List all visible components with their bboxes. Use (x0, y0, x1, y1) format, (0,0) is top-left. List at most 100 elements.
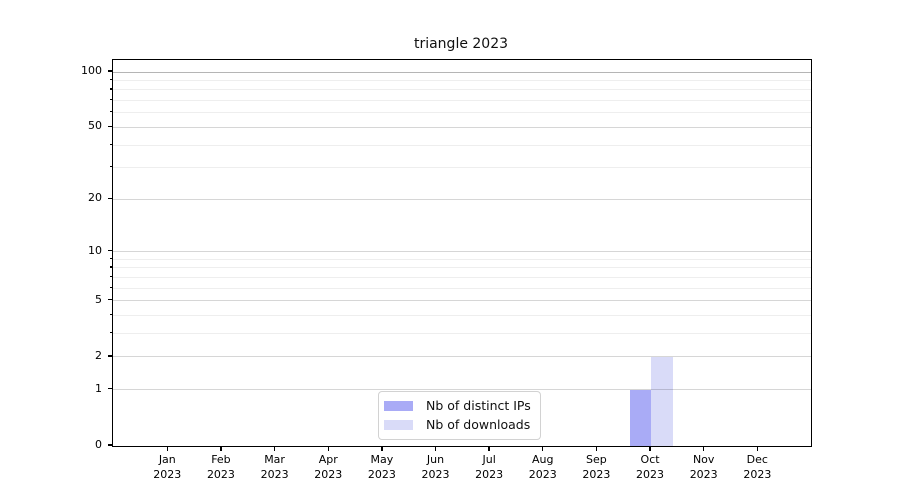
y-tick-mark (108, 355, 112, 357)
x-tick-year: 2023 (153, 468, 182, 481)
y-tick-mark (108, 444, 112, 446)
y-tick-label: 10 (88, 243, 102, 257)
gridline-major (113, 356, 811, 358)
legend-label-downloads: Nb of downloads (426, 417, 531, 432)
y-minor-tick-mark (109, 78, 112, 81)
x-tick-mark (488, 446, 490, 451)
y-tick-mark (108, 125, 112, 128)
gridline-minor (113, 333, 811, 335)
x-tick-label-sep: Sep 2023 (564, 452, 628, 482)
x-tick-mark (381, 446, 383, 451)
x-tick-month: Mar (264, 453, 285, 466)
x-tick-label-mar: Mar 2023 (243, 452, 307, 482)
x-tick-mark (756, 446, 758, 451)
gridline-minor (113, 258, 811, 260)
x-tick-year: 2023 (689, 468, 718, 481)
x-tick-month: May (370, 453, 394, 466)
plot-area: Nb of distinct IPs Nb of downloads (112, 59, 812, 447)
x-tick-label-jul: Jul 2023 (457, 452, 521, 482)
x-tick-mark (703, 446, 705, 451)
gridline-minor (113, 267, 811, 269)
legend-swatch-distinct-ips-icon (384, 400, 413, 411)
x-tick-label-jan: Jan 2023 (135, 452, 199, 482)
gridline-minor (113, 100, 811, 102)
x-tick-year: 2023 (743, 468, 772, 481)
x-tick-label-nov: Nov 2023 (672, 452, 736, 482)
x-tick-mark (649, 446, 651, 451)
y-tick-label: 100 (81, 64, 102, 78)
y-minor-tick-mark (109, 286, 112, 288)
x-tick-month: Jul (482, 453, 496, 466)
y-tick-label: 20 (88, 191, 102, 205)
y-minor-tick-mark (109, 99, 112, 101)
gridline-minor (113, 112, 811, 114)
x-tick-mark (220, 446, 222, 451)
y-minor-tick-mark (109, 275, 112, 278)
y-tick-mark (108, 299, 112, 301)
gridline-minor (113, 80, 811, 81)
x-tick-year: 2023 (582, 468, 611, 481)
x-tick-mark (434, 446, 437, 451)
gridline-major (113, 126, 811, 128)
x-tick-month: Jan (158, 453, 176, 466)
gridline-minor (113, 144, 811, 146)
x-tick-month: Sep (586, 453, 607, 466)
gridline-major (113, 198, 811, 200)
x-tick-month: Oct (640, 453, 660, 466)
x-tick-month: Aug (532, 453, 554, 466)
gridline-minor (113, 315, 811, 317)
x-tick-month: Dec (746, 453, 768, 466)
y-minor-tick-mark (109, 332, 112, 334)
x-tick-label-apr: Apr 2023 (296, 452, 360, 482)
y-minor-tick-mark (109, 111, 112, 113)
x-tick-year: 2023 (314, 468, 343, 481)
x-tick-mark (327, 446, 329, 451)
x-tick-year: 2023 (636, 468, 665, 481)
x-tick-year: 2023 (475, 468, 504, 481)
x-tick-month: Nov (692, 453, 715, 466)
bar-downloads-oct (651, 356, 673, 446)
chart-title: triangle 2023 (413, 36, 509, 52)
x-tick-label-oct: Oct 2023 (618, 452, 682, 482)
gridline-major (113, 251, 811, 253)
y-minor-tick-mark (109, 143, 112, 145)
x-tick-year: 2023 (421, 468, 450, 481)
gridline-major (113, 71, 811, 73)
y-minor-tick-mark (109, 313, 112, 316)
y-tick-mark (108, 250, 112, 252)
y-minor-tick-mark (109, 166, 112, 168)
x-tick-year: 2023 (528, 468, 557, 481)
x-tick-year: 2023 (260, 468, 289, 481)
x-tick-month: Feb (211, 453, 231, 466)
x-tick-label-dec: Dec 2023 (725, 452, 789, 482)
legend-label-distinct-ips: Nb of distinct IPs (426, 398, 531, 413)
gridline-minor (113, 167, 811, 169)
gridline-major (113, 300, 811, 302)
x-tick-mark (595, 446, 598, 451)
x-tick-mark (166, 446, 168, 451)
y-minor-tick-mark (109, 257, 112, 260)
legend-item-downloads: Nb of downloads (384, 415, 531, 434)
y-tick-mark (108, 388, 112, 390)
y-minor-tick-mark (109, 266, 112, 268)
y-tick-label: 0 (95, 438, 102, 451)
y-minor-tick-mark (109, 88, 112, 90)
x-tick-month: Apr (318, 453, 338, 466)
x-tick-label-feb: Feb 2023 (189, 452, 253, 482)
x-tick-label-may: May 2023 (350, 452, 414, 482)
x-tick-year: 2023 (367, 468, 396, 481)
gridline-minor (113, 287, 811, 289)
y-tick-label: 50 (88, 119, 102, 133)
x-tick-mark (542, 446, 544, 451)
y-tick-mark (108, 197, 112, 199)
gridline-minor (113, 277, 811, 278)
x-tick-label-jun: Jun 2023 (404, 452, 468, 482)
x-tick-year: 2023 (206, 468, 235, 481)
x-tick-label-aug: Aug 2023 (511, 452, 575, 482)
legend-item-distinct-ips: Nb of distinct IPs (384, 396, 531, 415)
y-tick-label: 1 (95, 381, 102, 395)
y-tick-mark (108, 70, 112, 72)
y-tick-label: 5 (95, 292, 102, 306)
legend-swatch-downloads-icon (384, 419, 413, 430)
